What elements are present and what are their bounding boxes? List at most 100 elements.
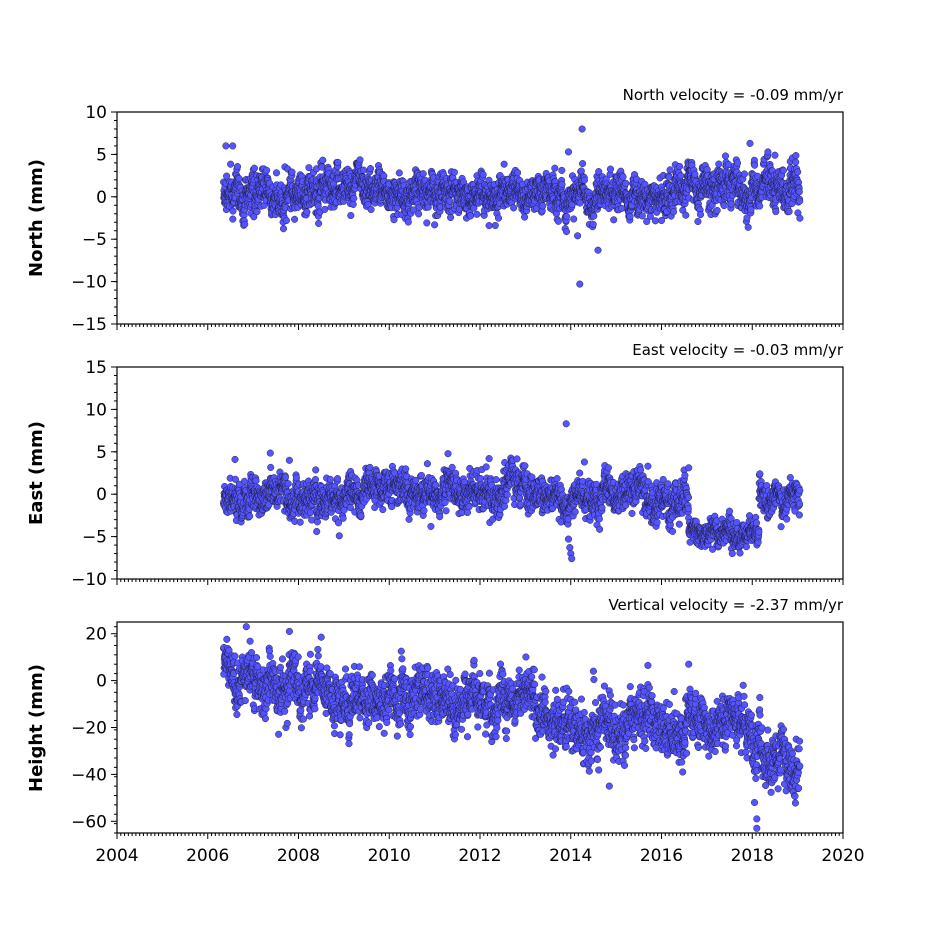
east-data-point: [500, 502, 509, 510]
north-data-point: [347, 211, 355, 220]
north-data-point: [366, 165, 375, 173]
north-data-point: [514, 169, 522, 177]
north-data-point: [466, 212, 475, 220]
east-data-point: [340, 506, 348, 514]
north-data-point: [223, 172, 231, 180]
east-data-point: [311, 475, 320, 484]
north-data-point: [785, 208, 793, 216]
east-data-point: [482, 463, 490, 471]
north-outlier-point: [594, 246, 602, 254]
north-y-tick-label: 10: [85, 103, 107, 123]
north-data-point: [350, 194, 358, 202]
north-data-point: [349, 200, 357, 208]
north-data-point: [779, 166, 787, 174]
north-outlier-point: [574, 232, 582, 240]
north-data-point: [638, 212, 646, 220]
east-data-point: [240, 477, 249, 485]
north-data-point: [795, 188, 803, 196]
north-outlier-point: [485, 222, 493, 230]
east-data-point: [267, 463, 275, 471]
north-data-point: [676, 162, 684, 171]
north-y-tick-label: 0: [96, 188, 107, 208]
north-data-point: [334, 158, 342, 166]
east-data-point: [266, 449, 274, 457]
north-data-point: [315, 219, 323, 227]
east-data-point: [402, 465, 410, 473]
north-data-point: [314, 202, 322, 210]
east-data-point: [366, 463, 374, 471]
north-data-point: [500, 160, 508, 168]
north-data-point: [479, 171, 487, 179]
east-data-point: [576, 469, 584, 477]
east-data-point: [296, 518, 304, 526]
east-data-point: [326, 475, 334, 483]
north-data-point: [733, 159, 742, 167]
north-data-point: [715, 160, 723, 168]
east-velocity-annotation: East velocity = -0.03 mm/yr: [632, 341, 844, 359]
east-data-point: [246, 512, 254, 520]
north-data-point: [751, 161, 759, 169]
north-data-point: [272, 169, 281, 177]
north-data-point: [610, 216, 618, 224]
north-data-point: [651, 217, 659, 225]
north-data-point: [792, 152, 800, 160]
north-data-point: [626, 212, 634, 221]
east-data-point: [284, 480, 292, 488]
north-data-point: [395, 169, 403, 177]
north-data-point: [796, 214, 804, 222]
north-data-point: [227, 160, 235, 168]
north-data-point: [721, 152, 730, 160]
east-data-point: [405, 515, 413, 523]
north-data-point: [253, 208, 261, 216]
north-data-point: [424, 203, 432, 211]
north-y-tick-label: −10: [71, 273, 107, 293]
east-data-point: [432, 481, 440, 489]
north-data-point: [360, 166, 368, 174]
north-data-point: [562, 228, 571, 236]
north-data-point: [415, 210, 423, 218]
north-data-point: [539, 202, 547, 210]
north-data-point: [510, 204, 518, 212]
north-outlier-point: [771, 151, 779, 159]
north-data-point: [494, 214, 503, 222]
east-data-point: [448, 463, 456, 471]
north-data-point: [305, 164, 313, 172]
north-data-point: [233, 163, 242, 171]
north-data-point: [756, 202, 764, 210]
east-data-point: [513, 455, 521, 463]
east-data-point: [444, 450, 452, 458]
north-outlier-point: [657, 216, 666, 225]
east-data-point: [423, 460, 431, 468]
north-points: [220, 125, 804, 288]
east-data-point: [292, 474, 300, 482]
north-data-point: [713, 206, 721, 215]
east-data-point: [390, 469, 398, 477]
north-data-point: [563, 212, 571, 221]
east-data-point: [420, 507, 428, 515]
north-outlier-point: [576, 280, 584, 288]
north-data-point: [521, 213, 529, 221]
north-data-point: [740, 170, 748, 178]
east-data-point: [516, 494, 524, 502]
north-outlier-point: [222, 142, 230, 150]
north-data-point: [282, 216, 290, 225]
north-data-point: [551, 164, 559, 172]
east-data-point: [312, 466, 320, 474]
north-data-point: [747, 206, 755, 214]
east-data-point: [339, 514, 347, 522]
north-data-point: [229, 215, 237, 223]
north-data-point: [744, 223, 752, 231]
east-data-point: [379, 506, 387, 514]
east-data-point: [357, 512, 365, 520]
north-data-point: [446, 197, 454, 205]
north-outlier-point: [578, 125, 586, 133]
north-data-point: [570, 215, 578, 223]
north-data-point: [618, 204, 626, 212]
north-data-point: [703, 165, 711, 174]
east-data-point: [465, 503, 473, 511]
east-data-point: [557, 485, 565, 493]
east-data-point: [477, 475, 485, 483]
east-data-point: [442, 507, 450, 515]
north-data-point: [288, 168, 296, 176]
